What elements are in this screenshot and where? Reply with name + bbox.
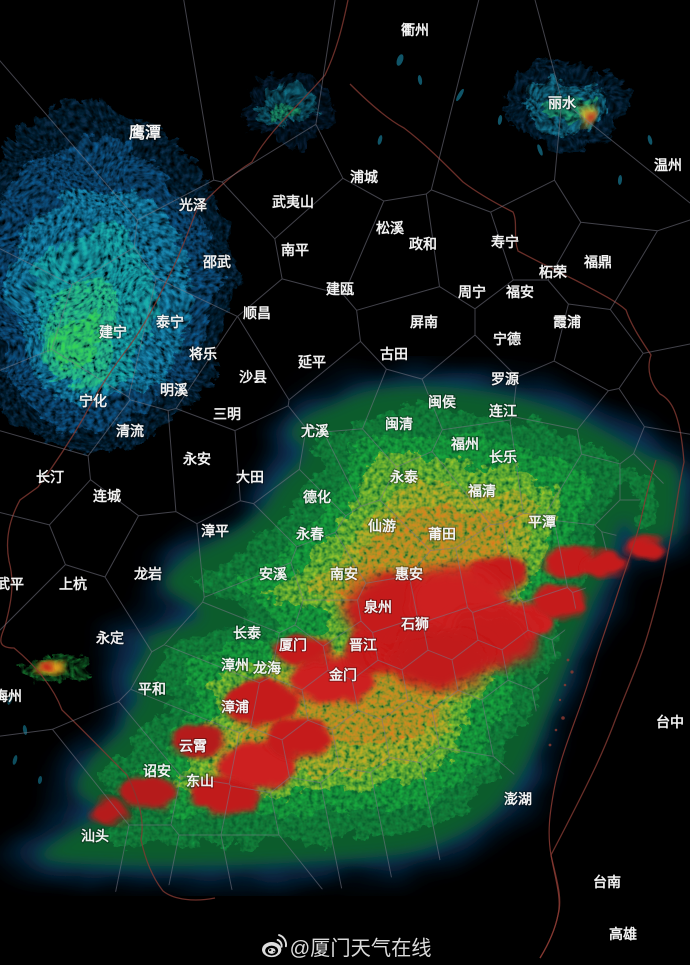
svg-text:永定: 永定	[95, 630, 124, 646]
svg-text:建瓯: 建瓯	[326, 281, 354, 297]
svg-text:丽水: 丽水	[548, 95, 577, 111]
svg-text:仙游: 仙游	[368, 518, 396, 534]
svg-text:龙岩: 龙岩	[133, 566, 162, 582]
svg-text:惠安: 惠安	[395, 566, 423, 582]
svg-text:福清: 福清	[467, 483, 496, 499]
svg-text:寿宁: 寿宁	[491, 234, 519, 250]
svg-text:永安: 永安	[182, 451, 211, 467]
svg-text:政和: 政和	[409, 236, 437, 252]
svg-text:屏南: 屏南	[410, 314, 438, 330]
svg-text:澎湖: 澎湖	[504, 791, 532, 807]
svg-text:大田: 大田	[236, 469, 264, 485]
svg-text:南平: 南平	[281, 242, 309, 258]
svg-text:周宁: 周宁	[458, 284, 486, 300]
svg-text:泉州: 泉州	[364, 599, 392, 615]
svg-text:武平: 武平	[0, 576, 24, 592]
svg-text:清流: 清流	[116, 423, 144, 439]
svg-text:闽清: 闽清	[385, 416, 413, 432]
svg-text:石狮: 石狮	[400, 616, 429, 632]
svg-text:安溪: 安溪	[259, 566, 288, 582]
svg-text:宁德: 宁德	[493, 331, 521, 347]
svg-text:南安: 南安	[330, 566, 358, 582]
svg-text:沙县: 沙县	[239, 369, 267, 385]
svg-text:云霄: 云霄	[179, 738, 207, 754]
svg-text:福州: 福州	[450, 436, 479, 452]
svg-text:衢州: 衢州	[401, 22, 429, 38]
svg-text:龙海: 龙海	[252, 660, 281, 676]
svg-text:台中: 台中	[656, 714, 684, 730]
svg-text:高雄: 高雄	[609, 926, 637, 942]
svg-text:永春: 永春	[295, 526, 325, 542]
svg-text:罗源: 罗源	[491, 371, 519, 387]
svg-text:诏安: 诏安	[143, 763, 171, 779]
svg-text:光泽: 光泽	[178, 197, 207, 213]
svg-text:霞浦: 霞浦	[553, 314, 581, 330]
svg-text:连城: 连城	[93, 488, 121, 504]
svg-text:将乐: 将乐	[189, 346, 217, 362]
svg-text:明溪: 明溪	[160, 382, 189, 398]
svg-text:温州: 温州	[654, 157, 682, 173]
svg-text:莆田: 莆田	[428, 526, 456, 542]
svg-text:闽侯: 闽侯	[428, 394, 457, 410]
svg-text:漳州: 漳州	[221, 657, 249, 673]
svg-text:汕头: 汕头	[81, 828, 109, 844]
svg-text:延平: 延平	[297, 354, 326, 370]
svg-text:邵武: 邵武	[202, 254, 231, 270]
svg-text:台南: 台南	[593, 874, 621, 890]
svg-text:柘荣: 柘荣	[538, 264, 568, 280]
svg-text:连江: 连江	[489, 403, 517, 419]
svg-text:古田: 古田	[380, 346, 408, 362]
svg-text:三明: 三明	[213, 406, 241, 422]
svg-text:晋江: 晋江	[349, 637, 377, 653]
svg-text:德化: 德化	[303, 489, 331, 505]
svg-text:永泰: 永泰	[389, 469, 419, 485]
svg-text:鹰潭: 鹰潭	[129, 123, 161, 142]
svg-text:浦城: 浦城	[350, 169, 378, 185]
svg-text:顺昌: 顺昌	[243, 305, 271, 321]
svg-text:漳平: 漳平	[201, 523, 229, 539]
svg-text:福鼎: 福鼎	[583, 254, 612, 270]
svg-text:尤溪: 尤溪	[301, 423, 330, 439]
svg-text:上杭: 上杭	[59, 576, 87, 592]
svg-text:长乐: 长乐	[489, 449, 517, 465]
svg-text:平潭: 平潭	[528, 514, 556, 530]
svg-text:梅州: 梅州	[0, 688, 22, 704]
svg-text:金门: 金门	[328, 667, 357, 683]
svg-text:漳浦: 漳浦	[221, 699, 249, 715]
svg-text:武夷山: 武夷山	[272, 194, 314, 210]
svg-text:@厦门天气在线: @厦门天气在线	[290, 937, 432, 960]
svg-text:长泰: 长泰	[233, 625, 262, 641]
svg-text:平和: 平和	[138, 681, 166, 697]
svg-text:建宁: 建宁	[99, 324, 127, 340]
svg-text:泰宁: 泰宁	[155, 314, 184, 330]
svg-text:松溪: 松溪	[376, 220, 405, 236]
svg-text:宁化: 宁化	[79, 393, 107, 409]
svg-text:东山: 东山	[186, 773, 214, 789]
svg-text:厦门: 厦门	[279, 637, 307, 653]
svg-text:长汀: 长汀	[36, 469, 64, 485]
svg-text:福安: 福安	[505, 284, 534, 300]
